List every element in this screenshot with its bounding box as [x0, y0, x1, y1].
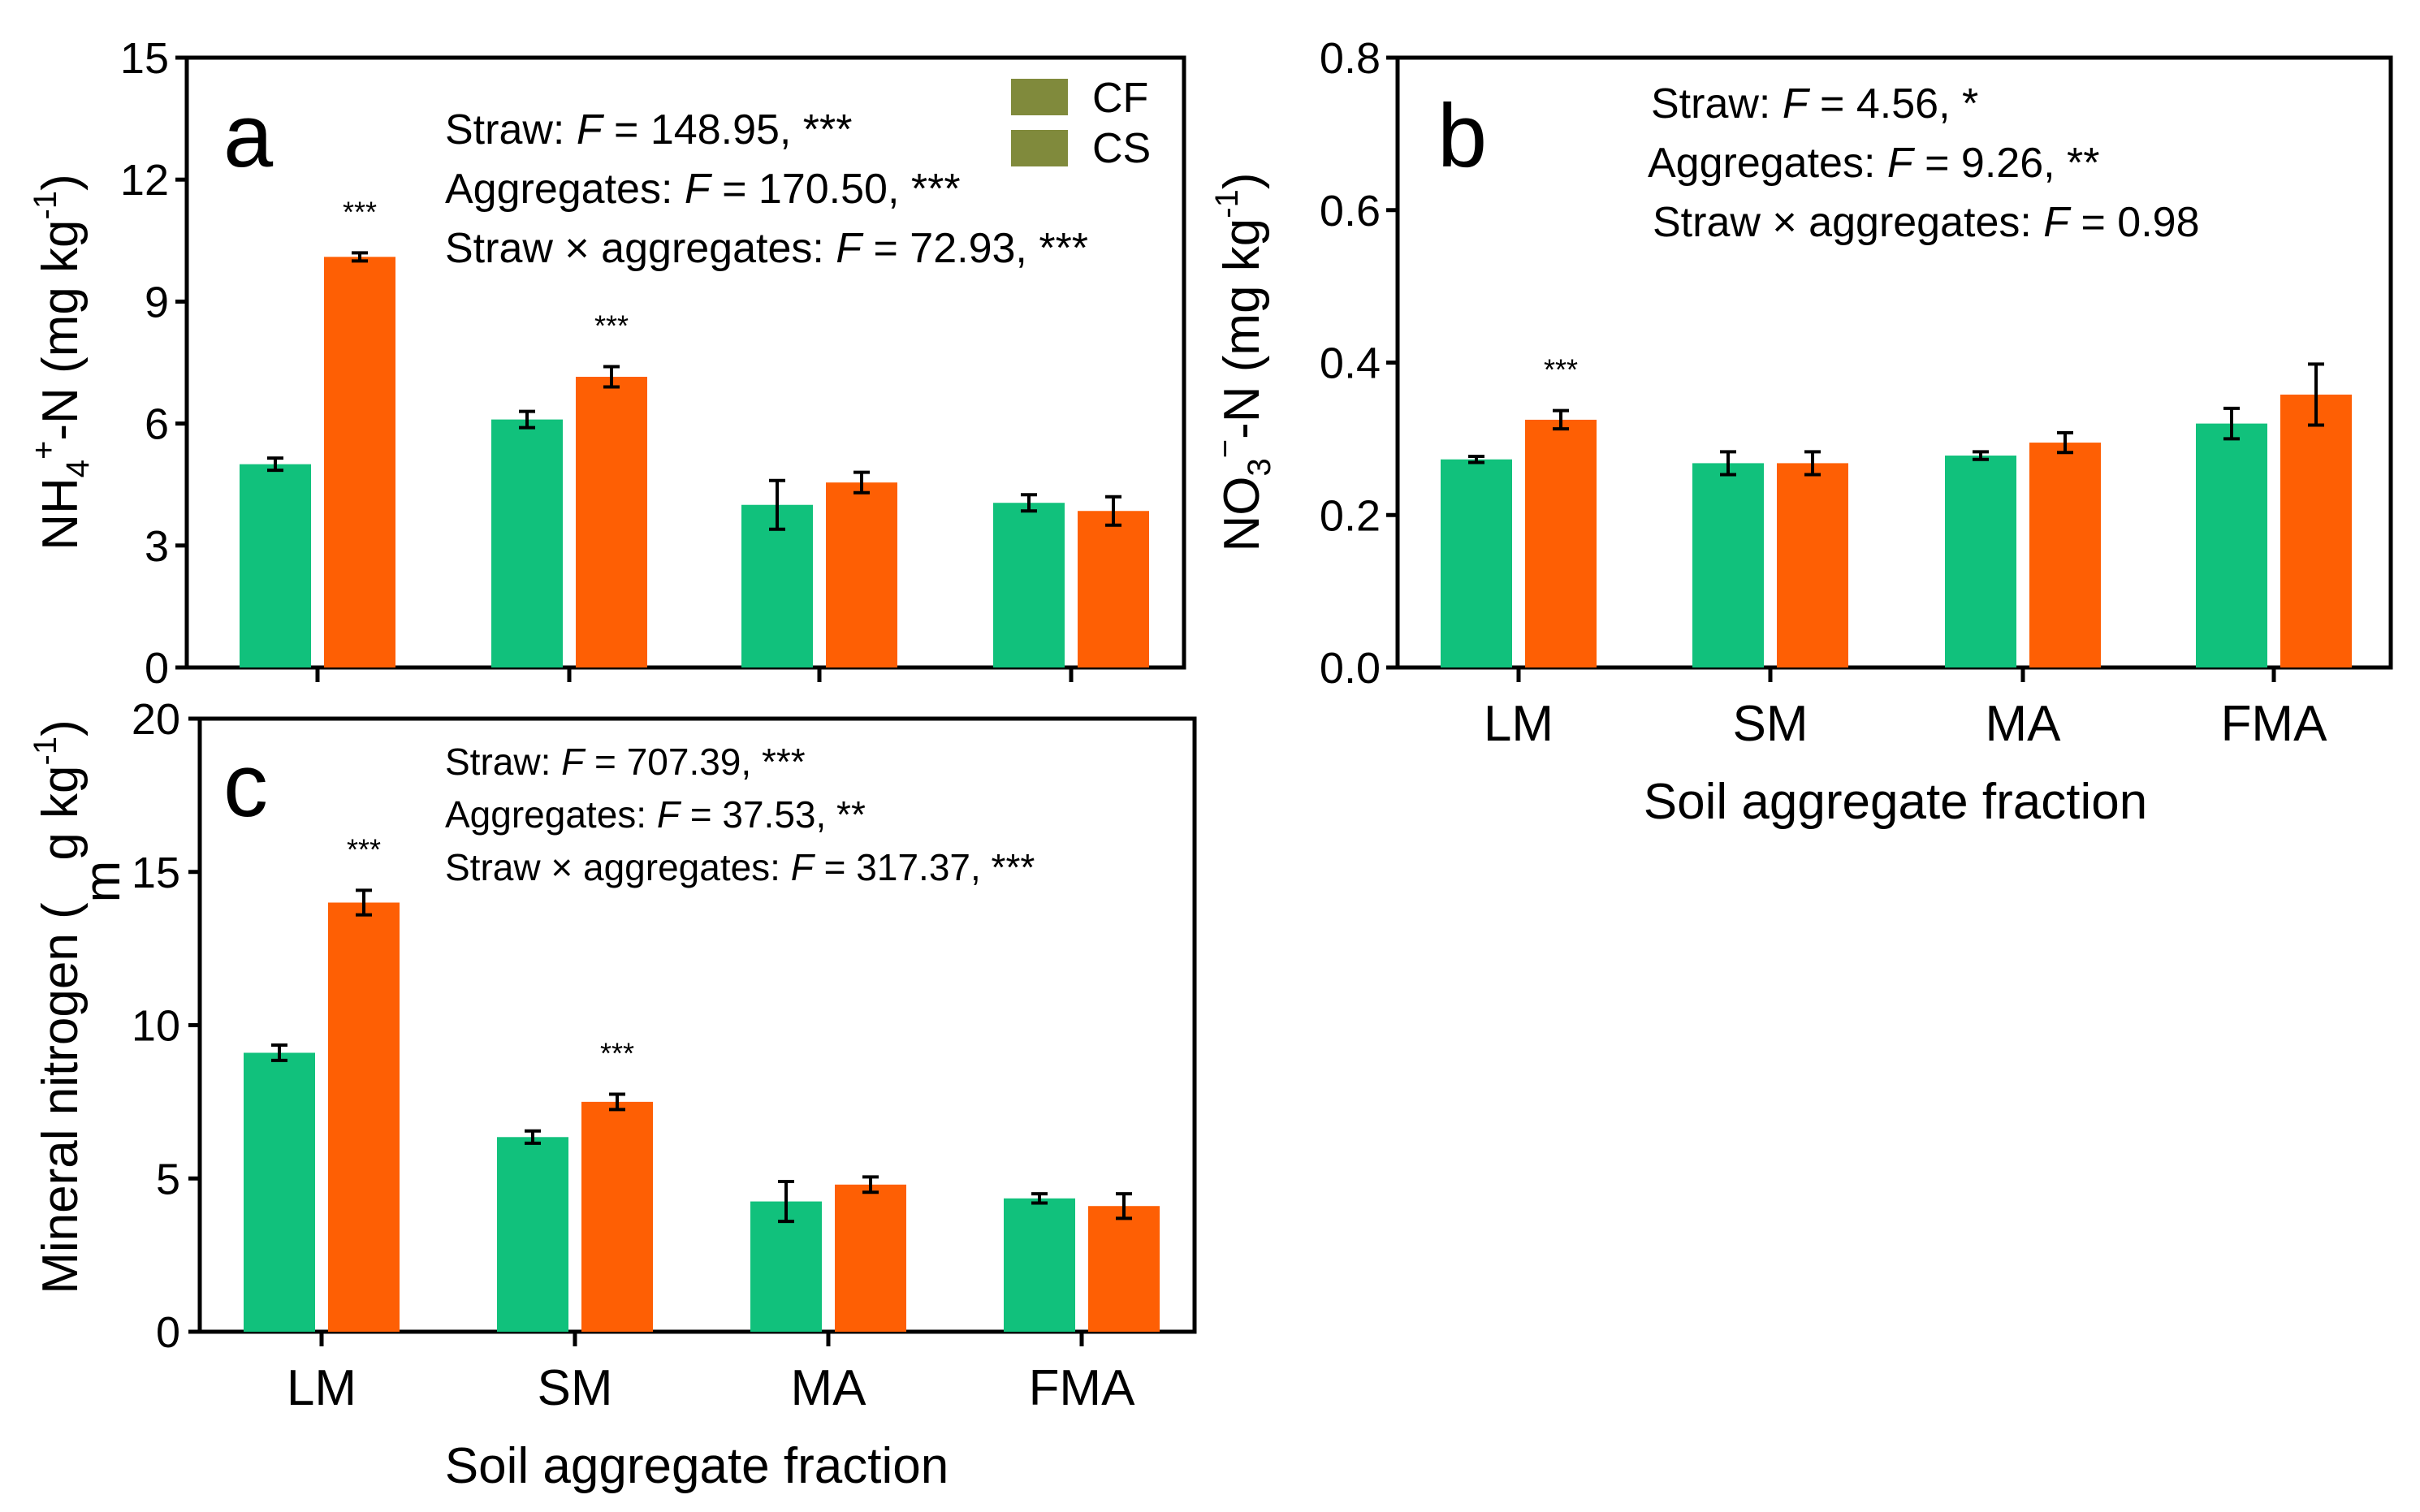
panel-c-stat-aggregates: Aggregates: F = 37.53, ** [445, 793, 866, 836]
significance-label: *** [600, 1036, 634, 1069]
bar-cf-fma [1004, 1198, 1075, 1332]
bar-cs-ma [2029, 443, 2101, 667]
panel-a-x-ticks [315, 667, 1074, 682]
bar-cs-fma [1088, 1206, 1160, 1332]
y-tick-label: 9 [145, 278, 169, 326]
y-tick-label: 10 [132, 1002, 180, 1051]
y-tick-label: 15 [132, 849, 180, 897]
panel-c-x-label: Soil aggregate fraction [445, 1438, 949, 1494]
bar-cs-sm [1777, 463, 1848, 667]
bar-cf-lm [244, 1052, 315, 1332]
panel-b-x-ticks: LM SM MA FMA [1484, 667, 2327, 752]
panel-b-stat-interaction: Straw × aggregates: F = 0.98 [1653, 199, 2200, 246]
x-tick-label: MA [791, 1360, 867, 1416]
bar-cs-lm [328, 902, 400, 1332]
bar-cs-fma [2280, 394, 2352, 667]
y-tick-label: 6 [145, 400, 169, 449]
y-tick-label: 20 [132, 695, 180, 744]
panel-a-y-label: NH4+-N (mg kg-1) [26, 174, 96, 551]
panel-c: 0 5 10 15 20 LM SM MA FMA *** *** c Straw: F = 7… [28, 695, 1197, 1494]
bar-cs-sm [576, 377, 647, 667]
panel-a-letter: a [223, 86, 274, 186]
panel-c-y-ticks: 0 5 10 15 20 [132, 695, 200, 1357]
panel-c-stats: Straw: F = 707.39, *** Aggregates: F = 3… [445, 741, 1035, 888]
y-tick-label: 0 [145, 644, 169, 693]
legend-label-cs: CS [1092, 125, 1151, 172]
panel-a-bars [240, 251, 1149, 667]
y-tick-label: 0.4 [1320, 339, 1381, 388]
significance-label: *** [343, 195, 377, 228]
panel-c-stat-straw: Straw: F = 707.39, *** [445, 741, 806, 783]
x-tick-label: MA [1986, 696, 2062, 752]
significance-label: *** [347, 832, 381, 866]
panel-b-stat-straw: Straw: F = 4.56, * [1651, 80, 1978, 127]
panel-a-y-ticks: 0 3 6 9 12 15 [120, 34, 187, 693]
panel-c-y-label: Mineral nitrogen (mg kg-1) [28, 719, 131, 1294]
y-tick-label: 0.2 [1320, 491, 1381, 540]
panel-b-bars [1441, 362, 2352, 667]
bar-cs-lm [1525, 419, 1597, 667]
y-tick-label: 5 [156, 1155, 180, 1203]
bar-cf-fma [2196, 423, 2267, 667]
x-tick-label: SM [538, 1360, 613, 1416]
panel-a-stat-aggregates: Aggregates: F = 170.50, *** [445, 166, 961, 213]
bar-cf-ma [1945, 456, 2016, 667]
y-tick-label: 0.0 [1320, 644, 1381, 693]
panel-a: 0 3 6 9 12 15 *** *** a Straw: F = 148.95, ***… [26, 34, 1186, 693]
bar-cf-fma [993, 503, 1065, 667]
bar-cs-sm [581, 1101, 653, 1332]
panel-c-significance: *** *** [347, 832, 634, 1069]
panel-b-y-label: NO3−-N (mg kg-1) [1208, 173, 1277, 552]
legend-label-cf: CF [1092, 75, 1148, 122]
panel-c-x-ticks: LM SM MA FMA [287, 1332, 1135, 1416]
panel-a-significance: *** *** [343, 195, 629, 342]
legend-swatch-cs [1011, 130, 1068, 166]
bar-cf-sm [1692, 463, 1764, 667]
panel-a-stat-straw: Straw: F = 148.95, *** [445, 106, 853, 153]
x-tick-label: SM [1733, 696, 1809, 752]
y-tick-label: 0.6 [1320, 187, 1381, 235]
panel-c-letter: c [223, 736, 268, 836]
bar-cs-fma [1078, 511, 1149, 667]
bar-cf-lm [1441, 459, 1512, 667]
bar-cf-sm [497, 1137, 568, 1332]
bar-cf-sm [491, 419, 563, 667]
x-tick-label: FMA [1029, 1360, 1136, 1416]
panel-b-y-ticks: 0.0 0.2 0.4 0.6 0.8 [1320, 34, 1398, 693]
panel-a-frame [184, 55, 1186, 670]
bar-cs-ma [835, 1184, 906, 1332]
y-tick-label: 12 [120, 156, 169, 205]
bar-cs-lm [324, 257, 395, 667]
bar-cf-lm [240, 464, 311, 667]
x-tick-label: LM [287, 1360, 357, 1416]
panel-b-stat-aggregates: Aggregates: F = 9.26, ** [1648, 140, 2099, 187]
significance-label: *** [1544, 353, 1578, 387]
legend-swatch-cf [1011, 79, 1068, 115]
panel-b-significance: *** [1544, 353, 1578, 387]
panel-b-stats: Straw: F = 4.56, * Aggregates: F = 9.26,… [1648, 80, 2200, 246]
legend: CF CS [1011, 75, 1151, 172]
significance-label: *** [594, 309, 629, 343]
panel-a-stats: Straw: F = 148.95, *** Aggregates: F = 1… [445, 106, 1088, 272]
x-tick-label: FMA [2221, 696, 2328, 752]
panel-a-stat-interaction: Straw × aggregates: F = 72.93, *** [445, 225, 1088, 272]
panel-c-stat-interaction: Straw × aggregates: F = 317.37, *** [445, 846, 1035, 888]
y-tick-label: 15 [120, 34, 169, 83]
bar-cf-ma [750, 1201, 822, 1332]
y-tick-label: 0.8 [1320, 34, 1381, 83]
bar-cf-ma [741, 504, 813, 667]
panel-c-bars [244, 888, 1160, 1332]
panel-b-letter: b [1437, 86, 1487, 186]
y-tick-label: 3 [145, 522, 169, 571]
x-tick-label: LM [1484, 696, 1554, 752]
panel-b: 0.0 0.2 0.4 0.6 0.8 LM SM MA FMA *** b Straw: F… [1208, 34, 2393, 830]
bar-cs-ma [826, 482, 897, 667]
y-tick-label: 0 [156, 1308, 180, 1357]
panel-b-x-label: Soil aggregate fraction [1644, 774, 2147, 830]
